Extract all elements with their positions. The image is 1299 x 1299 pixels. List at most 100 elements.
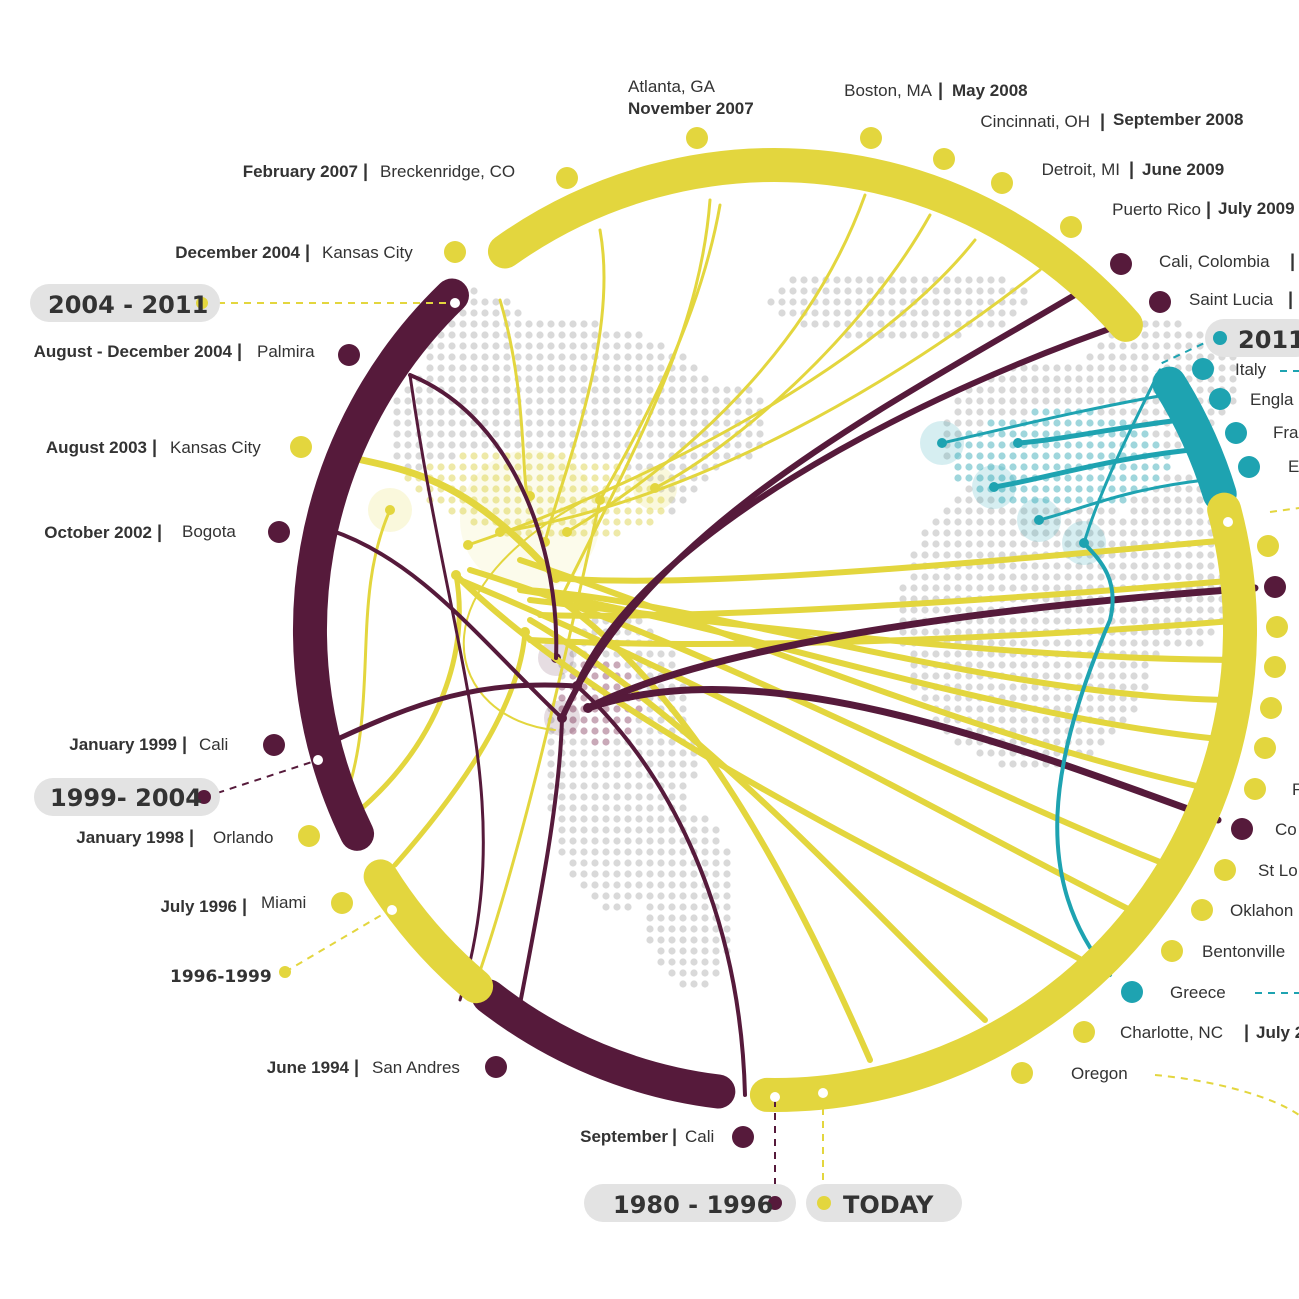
event-place-co: Co	[1275, 820, 1297, 839]
event-dot-jun94	[485, 1056, 507, 1078]
event-place-jun94: San Andres	[372, 1058, 460, 1077]
event-place-england: Engla	[1250, 390, 1294, 409]
event-place-jan98: Orlando	[213, 828, 273, 847]
event-place-dec04: Kansas City	[322, 243, 413, 262]
event-place-charlotte: Charlotte, NC	[1120, 1023, 1223, 1042]
period-arcs	[293, 148, 1257, 1112]
event-place-greece: Greece	[1170, 983, 1226, 1002]
svg-text:|: |	[189, 827, 194, 847]
event-dot-oregon	[1011, 1062, 1033, 1084]
event-dot-charlotte	[1073, 1021, 1095, 1043]
event-date-jan99: January 1999	[69, 735, 177, 754]
event-place-stlo: St Lo	[1258, 861, 1298, 880]
event-dot-jun09	[991, 172, 1013, 194]
event-dot-jul09	[1060, 216, 1082, 238]
svg-text:|: |	[1206, 199, 1211, 219]
event-place-bentonville: Bentonville	[1202, 942, 1285, 961]
event-place-sep-cali: Cali	[685, 1127, 714, 1146]
event-date-sep-cali: September	[580, 1127, 668, 1146]
period-label: 1996-1999	[170, 967, 272, 987]
period-pill-2004-2011: 2004 - 2011	[30, 284, 220, 322]
event-date-feb07: February 2007	[243, 162, 358, 181]
event-dot-calicol	[1110, 253, 1132, 275]
event-dot-f-trunc	[1244, 778, 1266, 800]
event-dot-jul96	[331, 892, 353, 914]
svg-text:|: |	[305, 242, 310, 262]
svg-text:|: |	[237, 341, 242, 361]
event-dot-nov07	[686, 127, 708, 149]
event-place-sep08: Cincinnati, OH	[980, 112, 1090, 131]
svg-text:|: |	[1100, 111, 1105, 131]
event-date-jan98: January 1998	[76, 828, 184, 847]
event-dot-r1	[1257, 535, 1279, 557]
event-date-oct02: October 2002	[44, 523, 152, 542]
event-dot-may08	[860, 127, 882, 149]
arc-1999-2004	[293, 278, 469, 851]
event-dot-stlo-trunc	[1214, 859, 1236, 881]
period-pill-1996-1999: 1996-1999	[170, 966, 291, 987]
event-dot-feb07	[556, 167, 578, 189]
event-date-dec04: December 2004	[175, 243, 300, 262]
event-date-sep08: September 2008	[1113, 110, 1243, 129]
event-dot-bentonville	[1161, 940, 1183, 962]
svg-text:|: |	[157, 522, 162, 542]
event-date-jul09: July 2009	[1218, 199, 1295, 218]
arc-1980-1996	[471, 979, 736, 1109]
event-dot-dec04	[444, 241, 466, 263]
svg-text:|: |	[938, 80, 943, 100]
period-pill-1999-2004: 1999- 2004	[34, 778, 220, 816]
event-place-oklahoma: Oklahon	[1230, 901, 1293, 920]
svg-text:|: |	[242, 896, 247, 916]
event-dot-stlucia	[1149, 291, 1171, 313]
event-dot-aug04	[338, 344, 360, 366]
event-markers	[263, 127, 1288, 1148]
svg-text:|: |	[672, 1126, 677, 1146]
event-dot-sep08	[933, 148, 955, 170]
event-place-oregon: Oregon	[1071, 1064, 1128, 1083]
event-place-jul09: Puerto Rico	[1112, 200, 1201, 219]
event-place-aug03: Kansas City	[170, 438, 261, 457]
event-date-aug04: August - December 2004	[34, 342, 233, 361]
period-label: 1999- 2004	[50, 784, 202, 812]
event-dot-r2	[1264, 576, 1286, 598]
teal-chords	[940, 368, 1207, 977]
event-date-nov07: November 2007	[628, 99, 754, 118]
event-dot-oct02	[268, 521, 290, 543]
arc-2004-2011	[487, 148, 1143, 342]
yellow-chords	[336, 193, 1248, 1063]
event-dot-england	[1209, 388, 1231, 410]
event-date-aug03: August 2003	[46, 438, 147, 457]
arc-1996-1999	[363, 859, 494, 1004]
period-pills: 2004 - 2011 1999- 2004 1996-1999 1980 - …	[30, 284, 1299, 1222]
event-date-jun94: June 1994	[267, 1058, 350, 1077]
event-place-italy: Italy	[1235, 360, 1267, 379]
period-pill-1980-1996: 1980 - 1996	[584, 1184, 796, 1222]
svg-text:|: |	[1129, 159, 1134, 179]
svg-text:|: |	[354, 1057, 359, 1077]
event-dot-france	[1225, 422, 1247, 444]
event-dot-italy	[1192, 358, 1214, 380]
event-place-may08: Boston, MA	[844, 81, 933, 100]
svg-text:|: |	[1290, 251, 1295, 271]
event-place-jun09: Detroit, MI	[1042, 160, 1120, 179]
svg-text:|: |	[152, 437, 157, 457]
event-place-nov07: Atlanta, GA	[628, 77, 716, 96]
event-dot-oklahoma-trunc	[1191, 899, 1213, 921]
event-date-may08: May 2008	[952, 81, 1028, 100]
event-dot-sep-cali	[732, 1126, 754, 1148]
event-place-feb07: Breckenridge, CO	[380, 162, 515, 181]
plum-chords	[322, 277, 1259, 1097]
world-map-dots	[393, 276, 1237, 988]
event-labels: September | Cali June 1994 | San Andres …	[34, 77, 1299, 1146]
svg-text:|: |	[182, 734, 187, 754]
period-pill-2011: 2011-	[1205, 319, 1299, 357]
event-place-jul96: Miami	[261, 893, 306, 912]
event-dot-jan98	[298, 825, 320, 847]
event-dot-e-trunc	[1238, 456, 1260, 478]
svg-text:|: |	[1244, 1022, 1249, 1042]
event-place-stlucia: Saint Lucia	[1189, 290, 1274, 309]
event-dot-jan99	[263, 734, 285, 756]
event-dot-co-trunc	[1231, 818, 1253, 840]
